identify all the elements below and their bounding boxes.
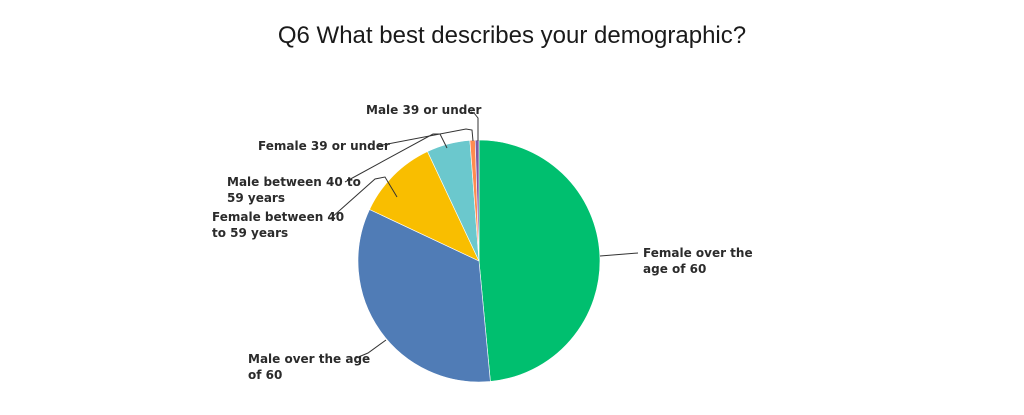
pie-slice-2 xyxy=(357,209,491,383)
pie-slices xyxy=(357,139,601,383)
slice-label-3: Female between 40 to 59 years xyxy=(212,210,344,240)
slice-label-line: Female 39 or under xyxy=(258,139,390,153)
slice-labels: Female over the age of 60 Male over the ag… xyxy=(212,103,753,382)
slice-label-line: Male over the age xyxy=(248,352,370,366)
leader-line-1 xyxy=(599,252,639,257)
slice-label-line: Female over the xyxy=(643,246,753,260)
slice-label-1: Female over the age of 60 xyxy=(643,246,753,276)
leader-line-6 xyxy=(470,111,479,141)
slice-label-line: Female between 40 xyxy=(212,210,344,224)
slice-label-line: to 59 years xyxy=(212,226,288,240)
slice-label-line: Male 39 or under xyxy=(366,103,482,117)
slice-label-5: Female 39 or under xyxy=(258,139,390,153)
leader-line-4 xyxy=(344,133,448,183)
slice-label-6: Male 39 or under xyxy=(366,103,482,117)
slice-label-4: Male between 40 to 59 years xyxy=(227,175,361,205)
pie-slice-6 xyxy=(474,139,480,262)
leader-line-5 xyxy=(376,128,474,147)
leader-line-2 xyxy=(355,339,387,359)
leader-lines xyxy=(329,111,639,359)
slice-label-line: age of 60 xyxy=(643,262,706,276)
slice-label-line: of 60 xyxy=(248,368,282,382)
leader-line-3 xyxy=(329,176,398,220)
pie-slice-1 xyxy=(478,139,601,382)
slice-label-2: Male over the age of 60 xyxy=(248,352,370,382)
chart-title: Q6 What best describes your demographic? xyxy=(277,22,747,49)
slice-label-line: Male between 40 to xyxy=(227,175,361,189)
slice-label-line: 59 years xyxy=(227,191,285,205)
pie-slice-3 xyxy=(369,151,480,262)
